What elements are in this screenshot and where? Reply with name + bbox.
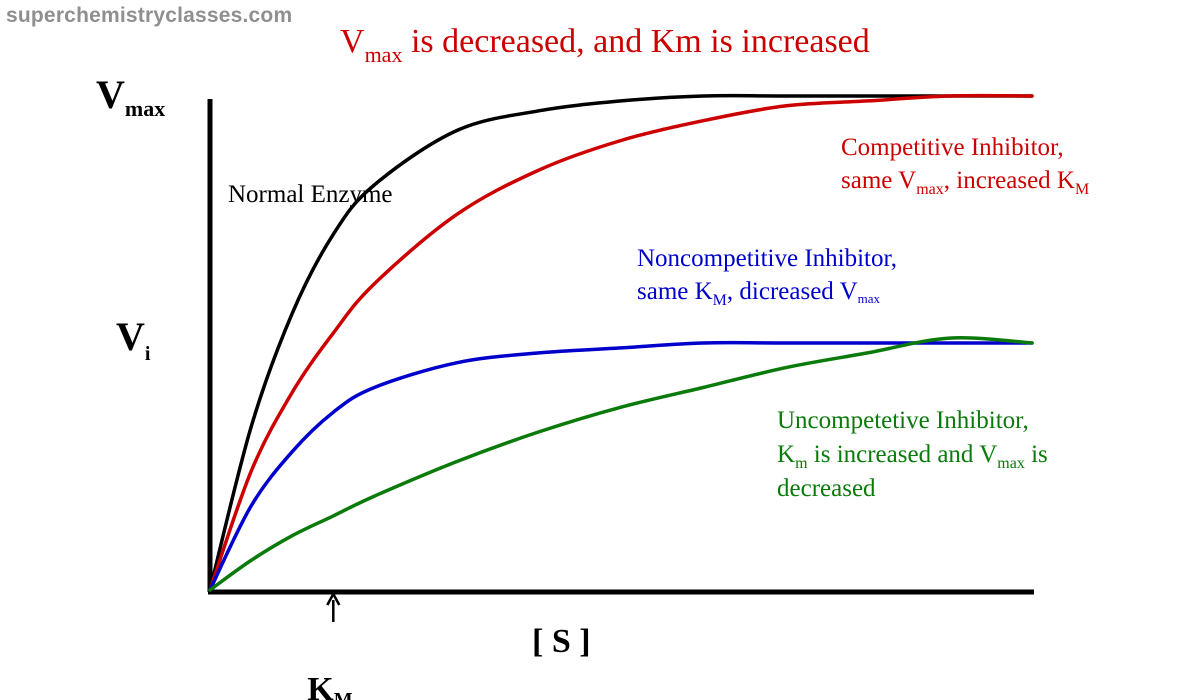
series-line-competitive [208,93,1034,592]
y-axis-label: Vi [116,314,151,365]
km-label: KM [307,671,352,700]
annotation-uncompetitive-line2: Km is increased and Vmax is [777,441,1048,472]
chart-title: Vmax is decreased, and Km is increased [340,23,870,67]
annotation-competitive-line1: Competitive Inhibitor, [841,134,1064,161]
y-top-label: Vmax [96,72,165,121]
annotation-uncompetitive-line3: decreased [777,475,876,502]
annotation-noncompetitive-line2: same KM, dicreased Vmax [637,278,881,309]
series-line-uncompetitive [208,336,1034,592]
annotation-competitive-line2: same Vmax, increased KM [841,167,1089,198]
series-group [208,93,1034,592]
km-marker [326,591,341,622]
watermark: superchemistryclasses.com [6,4,293,27]
annotation-uncompetitive-line1: Uncompetetive Inhibitor, [777,407,1029,434]
series-line-noncompetitive [208,340,1034,592]
x-axis-label: [ S ] [532,623,591,660]
annotation-noncompetitive-line1: Noncompetitive Inhibitor, [637,245,897,272]
series-line-normal [208,93,1034,592]
annotation-normal: Normal Enzyme [228,181,393,208]
km-arrow-head [326,591,341,606]
